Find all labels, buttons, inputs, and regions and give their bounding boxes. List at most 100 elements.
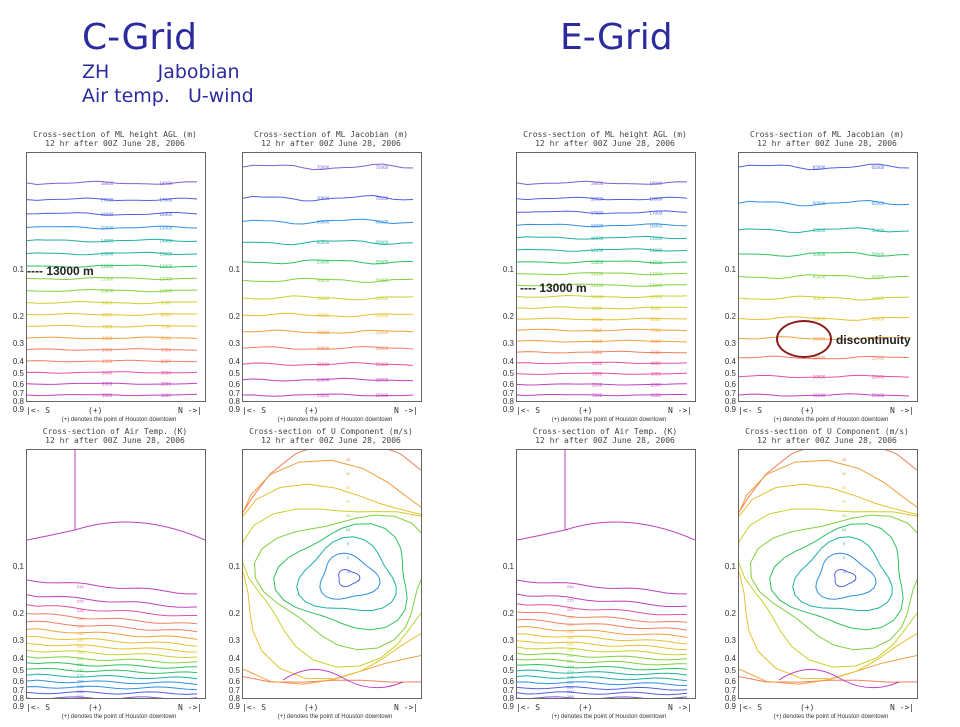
c-uwind-contour-label: 20 bbox=[346, 499, 351, 504]
c-temp-title: Cross-section of Air Temp. (K) bbox=[42, 427, 188, 436]
c-height-subtitle: 12 hr after 00Z June 28, 2006 bbox=[45, 139, 185, 148]
e-height-contour-label: 15000 bbox=[591, 236, 604, 241]
e-height-contour-3000 bbox=[517, 372, 688, 375]
c-height-contour-label: 5000 bbox=[161, 348, 172, 353]
e-height-y-tick: 0.9 bbox=[502, 405, 514, 414]
e-height-y-tick: 0.3 bbox=[502, 339, 514, 348]
e-height-contour-label: 18000 bbox=[649, 197, 662, 202]
c-temp-x-label: |<- S bbox=[26, 703, 51, 712]
e-height-contour-label: 6000 bbox=[651, 339, 662, 344]
e-uwind-title: Cross-section of U Component (m/s) bbox=[745, 427, 909, 436]
c-height-contour-10000 bbox=[27, 288, 198, 293]
c-height-contour-label: 4000 bbox=[161, 359, 172, 364]
c-uwind-contour-label: 5 bbox=[347, 541, 350, 546]
c-height-contour-label: 6000 bbox=[161, 336, 172, 341]
c-jacobian-y-tick: 0.6 bbox=[228, 380, 240, 389]
e-height-contour-18000 bbox=[517, 196, 688, 201]
e-temp-y-tick: 0.7 bbox=[502, 686, 514, 695]
e-height-contour-label: 9000 bbox=[592, 306, 603, 311]
c-height-contour-4000 bbox=[27, 359, 197, 363]
e-jacobian-contour-35000 bbox=[739, 316, 910, 321]
c-jacobian-contour-label: 35000 bbox=[375, 330, 388, 335]
c-height-contour-16000 bbox=[27, 212, 198, 216]
e-temp-y-tick: 0.1 bbox=[502, 562, 514, 571]
e-temp-contour-label: 295 bbox=[567, 694, 574, 698]
e-uwind-y-tick: 0.9 bbox=[724, 702, 736, 711]
c-jacobian-contour-label: 65000 bbox=[375, 219, 388, 224]
e-jacobian-contour-label: 25000 bbox=[813, 356, 826, 361]
e-uwind-contour-25 bbox=[739, 483, 917, 680]
c-jacobian-y-tick: 0.4 bbox=[228, 357, 240, 366]
e-temp-contour-230 bbox=[517, 618, 688, 631]
e-jacobian-y-tick: 0.4 bbox=[724, 357, 736, 366]
c-temp-contour-240 bbox=[27, 628, 198, 640]
c-jacobian-contour-55000 bbox=[243, 259, 414, 265]
e-temp-contour-235 bbox=[517, 625, 688, 638]
c-uwind-subtitle: 12 hr after 00Z June 28, 2006 bbox=[261, 436, 401, 445]
c-uwind-x-label: |<- S bbox=[242, 703, 267, 712]
e-height-contour-label: 17000 bbox=[591, 210, 604, 215]
c-height-contour-17000 bbox=[27, 197, 198, 202]
c-jacobian-contour-30000 bbox=[243, 345, 414, 350]
e-uwind-contour-10 bbox=[769, 523, 904, 631]
height-marker-label-e: ---- 13000 m bbox=[520, 281, 587, 295]
c-temp-y-tick: 0.8 bbox=[12, 694, 24, 703]
e-jacobian-contour-label: 20000 bbox=[813, 375, 826, 380]
c-temp-y-tick: 0.6 bbox=[12, 677, 24, 686]
c-height-contour-label: 11000 bbox=[101, 276, 114, 281]
c-jacobian-contour-label: 20000 bbox=[317, 378, 330, 383]
e-uwind-contour-label: 35 bbox=[842, 457, 847, 462]
e-uwind-contour-label: 20 bbox=[842, 499, 847, 504]
c-height-contour-11000 bbox=[27, 276, 198, 281]
c-height-contour-label: 16000 bbox=[159, 212, 172, 217]
c-uwind-contour-30 bbox=[243, 459, 421, 685]
c-jacobian-x-label: |<- S bbox=[242, 406, 267, 415]
c-height-contour-label: 15000 bbox=[159, 226, 172, 231]
e-uwind-plot-area: 35 30 25 20 15 10 5 0 -5 bbox=[738, 449, 918, 699]
e-temp-footnote: (+) denotes the point of Houston downtow… bbox=[551, 714, 667, 720]
e-temp-contour-295 bbox=[517, 696, 688, 698]
c-height-contour-15000 bbox=[27, 225, 198, 230]
e-jacobian-y-tick: 0.1 bbox=[724, 265, 736, 274]
c-temp-contour-label: 215 bbox=[77, 584, 84, 589]
e-temp-contour-260 bbox=[517, 658, 687, 666]
e-height-contour-label: 17000 bbox=[649, 210, 662, 215]
c-jacobian-contour-75000 bbox=[243, 163, 414, 171]
c-uwind-contour-label: 0 bbox=[347, 555, 350, 560]
e-jacobian-title: Cross-section of ML Jacobian (m) bbox=[749, 130, 905, 139]
c-height-contour-label: 7000 bbox=[161, 324, 172, 329]
e-height-y-tick: 0.1 bbox=[502, 265, 514, 274]
c-height-title: Cross-section of ML height AGL (m) bbox=[33, 130, 197, 139]
e-jacobian-plot-area: 65000 65000 60000 60000 55000 55000 50000 50000… bbox=[738, 152, 918, 402]
c-temp-y-tick: 0.1 bbox=[12, 562, 24, 571]
c-height-x-label: N ->| bbox=[178, 406, 203, 415]
e-height-contour-label: 14000 bbox=[591, 248, 604, 253]
c-jacobian-contour-40000 bbox=[243, 312, 414, 318]
c-height-contour-label: 12000 bbox=[159, 264, 172, 269]
e-uwind-contour-20 bbox=[739, 508, 917, 668]
e-uwind-contour-label: -5 bbox=[842, 569, 846, 574]
e-jacobian-footnote: (+) denotes the point of Houston downtow… bbox=[773, 417, 889, 423]
e-uwind-contour-label: 0 bbox=[843, 555, 846, 560]
e-jacobian-contour-label: 15000 bbox=[871, 393, 884, 398]
c-jacobian-y-tick: 0.7 bbox=[228, 389, 240, 398]
c-uwind-y-tick: 0.6 bbox=[228, 677, 240, 686]
e-height-contour-8000 bbox=[517, 317, 688, 321]
e-temp-x-label: |<- S bbox=[516, 703, 541, 712]
c-temp-contour-255 bbox=[27, 649, 198, 659]
c-jacobian-contour-label: 50000 bbox=[317, 278, 330, 283]
c-temp-svg: 2152202252302352402452502552602652702752… bbox=[27, 450, 205, 698]
c-temp-contour-235 bbox=[27, 620, 198, 633]
c-height-contour-13000 bbox=[27, 251, 198, 256]
c-temp-y-tick: 0.4 bbox=[12, 654, 24, 663]
c-uwind-y-tick: 0.9 bbox=[228, 702, 240, 711]
e-temp-contour-280 bbox=[517, 681, 688, 687]
e-temp-contour-label: 245 bbox=[567, 641, 574, 646]
c-uwind-y-tick: 0.1 bbox=[228, 562, 240, 571]
c-uwind-plot-area: 35 30 25 20 15 10 5 0 -5 bbox=[242, 449, 422, 699]
e-height-y-tick: 0.7 bbox=[502, 389, 514, 398]
e-uwind-y-tick: 0.2 bbox=[724, 609, 736, 618]
c-height-contour-8000 bbox=[27, 312, 197, 316]
e-height-contour-7000 bbox=[517, 328, 688, 332]
c-height-x-label: (+) bbox=[88, 406, 103, 415]
